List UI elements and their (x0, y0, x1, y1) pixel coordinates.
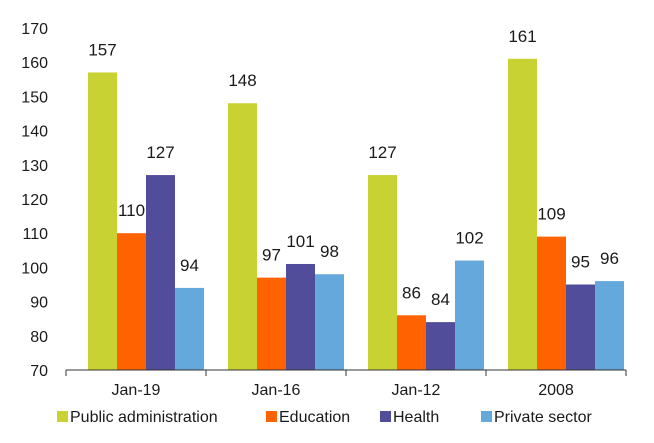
y-tick-label: 110 (22, 226, 48, 243)
legend: Public administration Education Health Priv… (57, 409, 592, 426)
y-tick-label: 90 (30, 295, 48, 312)
y-tick-label: 130 (21, 158, 48, 175)
bar (257, 277, 286, 370)
bar (88, 72, 117, 371)
x-axis: Jan-19 Jan-16 Jan-12 2008 (65, 369, 627, 399)
legend-item: Public administration (57, 409, 218, 426)
data-label: 86 (402, 283, 421, 302)
x-tick-label: Jan-19 (112, 382, 161, 399)
legend-item: Education (266, 409, 350, 426)
bar (286, 263, 315, 370)
data-label: 161 (508, 27, 536, 46)
bar (397, 315, 426, 370)
y-axis: 70 80 90 100 110 120 130 140 150 160 170 (21, 21, 48, 380)
legend-swatch (481, 411, 492, 422)
bar (426, 322, 455, 370)
bar (228, 103, 257, 371)
legend-item: Private sector (481, 409, 592, 426)
bar (566, 284, 595, 370)
y-tick-label: 140 (21, 124, 48, 141)
data-label: 127 (146, 143, 174, 162)
bar (175, 287, 204, 370)
bar (315, 274, 344, 370)
y-tick-label: 160 (21, 55, 48, 72)
legend-swatch (380, 411, 391, 422)
bars (88, 58, 624, 371)
legend-label: Health (393, 409, 439, 426)
y-tick-label: 100 (21, 260, 48, 277)
x-tick-label: Jan-16 (252, 382, 301, 399)
data-labels: 157 110 127 94 148 97 101 98 127 86 84 102 161 109 95 9… (88, 27, 619, 309)
data-label: 110 (118, 201, 145, 220)
y-tick-label: 120 (21, 192, 48, 209)
legend-label: Education (279, 409, 350, 426)
data-label: 96 (600, 249, 619, 268)
data-label: 102 (455, 229, 483, 248)
data-label: 95 (571, 253, 590, 272)
y-tick-label: 150 (21, 89, 48, 106)
legend-label: Private sector (494, 409, 592, 426)
data-label: 84 (431, 290, 450, 309)
legend-swatch (266, 411, 277, 422)
data-label: 98 (320, 242, 339, 261)
y-tick-label: 70 (30, 363, 48, 380)
bar (595, 281, 624, 370)
data-label: 148 (228, 71, 256, 90)
x-tick-label: 2008 (538, 382, 574, 399)
bar (537, 236, 566, 370)
y-tick-label: 80 (30, 329, 48, 346)
bar (368, 175, 397, 370)
bar (117, 233, 146, 370)
bar (146, 175, 175, 370)
x-tick-label: Jan-12 (392, 382, 441, 399)
bar (508, 58, 537, 370)
data-label: 127 (368, 143, 396, 162)
data-label: 109 (537, 205, 565, 224)
data-label: 97 (262, 246, 281, 265)
bar (455, 260, 484, 370)
data-label: 157 (88, 40, 116, 59)
data-label: 101 (286, 232, 314, 251)
legend-label: Public administration (70, 409, 218, 426)
legend-item: Health (380, 409, 439, 426)
legend-swatch (57, 411, 68, 422)
y-tick-label: 170 (21, 21, 48, 38)
data-label: 94 (180, 256, 199, 275)
